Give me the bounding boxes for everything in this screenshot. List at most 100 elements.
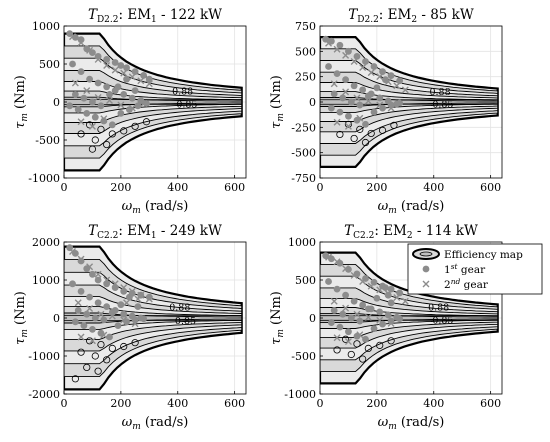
chart-title: TD2.2: EM1 - 122 kW [88, 7, 222, 25]
point-2nd-gear [77, 39, 85, 47]
point-1st-gear [145, 293, 153, 301]
y-tick-label: -1000 [284, 388, 316, 401]
point-1st-gear [120, 91, 128, 98]
loss-loop [91, 136, 99, 144]
point-2nd-gear [344, 122, 352, 130]
point-2nd-gear [137, 77, 145, 85]
point-2nd-gear [120, 284, 128, 292]
loss-loop [347, 350, 355, 359]
y-tick-label: 750 [295, 20, 316, 33]
point-2nd-gear [353, 310, 361, 318]
y-tick-label: 0 [53, 312, 60, 325]
loss-loop [353, 340, 361, 348]
point-1st-gear [80, 322, 88, 329]
point-1st-gear [382, 284, 389, 291]
y-tick-label: 2000 [32, 236, 60, 249]
point-1st-gear [350, 297, 358, 305]
point-2nd-gear [333, 118, 341, 126]
loss-loop [88, 145, 97, 153]
point-1st-gear [131, 68, 139, 75]
point-2nd-gear [106, 96, 113, 104]
point-1st-gear [322, 35, 330, 43]
point-1st-gear [342, 291, 349, 299]
point-2nd-gear [83, 87, 91, 95]
point-2nd-gear [88, 122, 96, 130]
point-1st-gear [77, 68, 85, 75]
point-2nd-gear [393, 293, 401, 301]
point-1st-gear [80, 94, 88, 102]
point-1st-gear [370, 63, 378, 70]
loss-loop [336, 130, 344, 139]
point-1st-gear [333, 285, 341, 293]
point-1st-gear [376, 94, 384, 102]
point-2nd-gear [134, 295, 142, 303]
point-2nd-gear [74, 299, 82, 307]
loss-loop [341, 335, 350, 343]
loss-loop [103, 140, 111, 149]
point-1st-gear [108, 121, 116, 129]
point-2nd-gear [342, 304, 350, 312]
x-tick-label: 200 [110, 181, 131, 194]
point-1st-gear [327, 104, 335, 112]
point-1st-gear [89, 326, 96, 333]
point-1st-gear [117, 301, 125, 309]
point-1st-gear [123, 75, 130, 83]
chart-title: TC2.2: EM2 - 114 kW [344, 223, 478, 241]
series-2nd-gear [325, 39, 409, 130]
point-1st-gear [376, 308, 384, 316]
loss-loop [350, 134, 358, 143]
point-1st-gear [345, 112, 352, 120]
point-1st-gear [91, 314, 99, 322]
point-2nd-gear [356, 331, 364, 339]
point-1st-gear [362, 58, 369, 65]
loss-loop [71, 375, 79, 383]
point-2nd-gear [353, 94, 361, 102]
loss-loop [94, 367, 102, 375]
y-tick-label: 0 [309, 96, 316, 109]
point-1st-gear [103, 83, 111, 91]
loss-loop [97, 125, 105, 133]
x-tick-label: 0 [61, 397, 68, 410]
series-2nd-gear [325, 253, 409, 346]
point-2nd-gear [117, 101, 125, 109]
point-1st-gear [359, 301, 367, 309]
point-1st-gear [396, 315, 404, 323]
y-tick-label: 1000 [32, 274, 60, 287]
x-tick-label: 400 [423, 181, 444, 194]
point-1st-gear [89, 98, 96, 106]
loss-loop [83, 363, 91, 371]
point-2nd-gear [350, 271, 358, 279]
point-1st-gear [396, 289, 404, 297]
point-2nd-gear [376, 101, 384, 109]
point-2nd-gear [77, 333, 85, 341]
point-2nd-gear [350, 57, 358, 65]
y-tick-label: 500 [295, 45, 316, 58]
point-2nd-gear [69, 33, 77, 41]
point-2nd-gear [342, 265, 350, 273]
point-1st-gear [114, 83, 122, 91]
point-2nd-gear [103, 276, 111, 284]
point-2nd-gear [145, 80, 153, 88]
x-tick-label: 200 [366, 181, 387, 194]
loss-loop [120, 127, 128, 135]
point-1st-gear [359, 86, 367, 94]
y-tick-label: 250 [295, 71, 316, 84]
point-1st-gear [330, 307, 338, 314]
point-1st-gear [347, 314, 355, 322]
point-1st-gear [74, 106, 82, 113]
point-2nd-gear [387, 104, 395, 112]
loss-loop [77, 348, 85, 356]
point-1st-gear [94, 299, 102, 307]
point-2nd-gear [86, 263, 94, 271]
point-2nd-gear [131, 320, 139, 328]
point-1st-gear [387, 299, 395, 307]
point-2nd-gear [359, 64, 367, 72]
loss-loop [364, 344, 372, 352]
y-tick-label: -750 [291, 172, 316, 185]
point-2nd-gear [88, 337, 96, 345]
point-2nd-gear [86, 305, 94, 312]
point-2nd-gear [69, 248, 77, 255]
loss-loop [344, 120, 353, 128]
